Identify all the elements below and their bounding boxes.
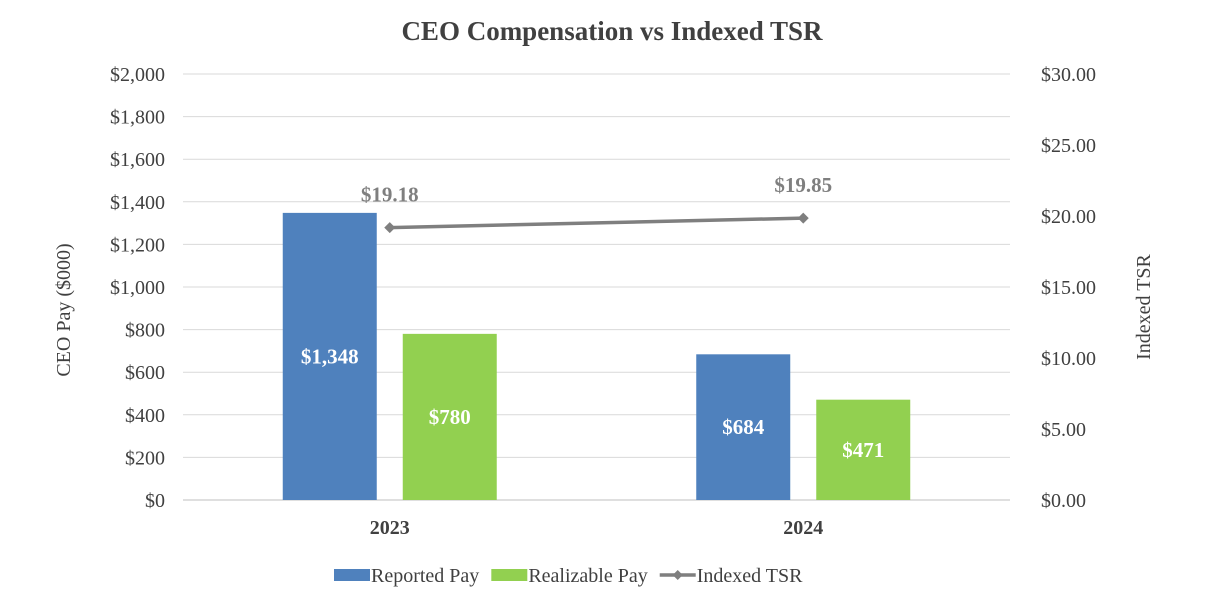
bar-reported-pay — [282, 212, 377, 500]
y-tick-label: $1,200 — [110, 234, 165, 256]
y-axis-right: $0.00 $5.00 $10.00 $15.00 $20.00 $25.00 $30.00 — [1041, 64, 1096, 512]
legend-marker — [672, 570, 683, 580]
y-tick-label: $2,000 — [110, 64, 165, 86]
tsr-marker — [384, 222, 396, 234]
y-tick-label: $800 — [125, 320, 165, 342]
y2-tick-label: $25.00 — [1041, 135, 1096, 157]
y2-tick-label: $15.00 — [1041, 277, 1096, 299]
y-axis-label: CEO Pay ($000) — [53, 243, 75, 376]
legend-swatch — [334, 569, 370, 581]
tsr-marker — [797, 212, 809, 224]
y-tick-label: $400 — [125, 405, 165, 427]
bar-reported-pay — [696, 354, 791, 500]
y2-tick-label: $5.00 — [1041, 419, 1086, 441]
y2-tick-label: $0.00 — [1041, 490, 1086, 512]
line-series: $19.18 $19.85 — [361, 173, 832, 234]
bar-data-label: $471 — [842, 438, 884, 462]
y-axis-left: $0 $200 $400 $600 $800 $1,000 $1,200 $1,400 $1,6… — [110, 64, 165, 512]
x-axis: 2023 2024 — [370, 517, 824, 539]
bar-series: $1,348 $780 $684 $471 — [282, 212, 911, 500]
x-tick-label: 2024 — [783, 517, 823, 539]
y2-tick-label: $10.00 — [1041, 348, 1096, 370]
bar-realizable-pay — [402, 333, 497, 500]
chart-title: CEO Compensation vs Indexed TSR — [401, 16, 823, 46]
y2-tick-label: $30.00 — [1041, 64, 1096, 86]
legend-label: Reported Pay — [371, 565, 479, 587]
legend: Reported Pay Realizable Pay Indexed TSR — [334, 565, 803, 587]
y-tick-label: $0 — [145, 490, 165, 512]
bar-realizable-pay — [816, 399, 911, 500]
tsr-data-label: $19.85 — [774, 173, 832, 197]
y-tick-label: $1,400 — [110, 192, 165, 214]
tsr-line — [389, 216, 804, 230]
bar-data-label: $780 — [429, 405, 471, 429]
y-tick-label: $600 — [125, 362, 165, 384]
y-tick-label: $1,000 — [110, 277, 165, 299]
y-tick-label: $1,800 — [110, 107, 165, 129]
x-tick-label: 2023 — [370, 517, 410, 539]
tsr-data-label: $19.18 — [361, 183, 419, 207]
legend-swatch — [491, 569, 528, 581]
legend-label: Indexed TSR — [697, 565, 803, 587]
y-tick-label: $200 — [125, 447, 165, 469]
y2-axis-label: Indexed TSR — [1133, 253, 1155, 359]
y-tick-label: $1,600 — [110, 149, 165, 171]
bar-data-label: $1,348 — [301, 344, 359, 368]
bar-data-label: $684 — [722, 415, 765, 439]
legend-label: Realizable Pay — [528, 565, 647, 587]
y2-tick-label: $20.00 — [1041, 206, 1096, 228]
